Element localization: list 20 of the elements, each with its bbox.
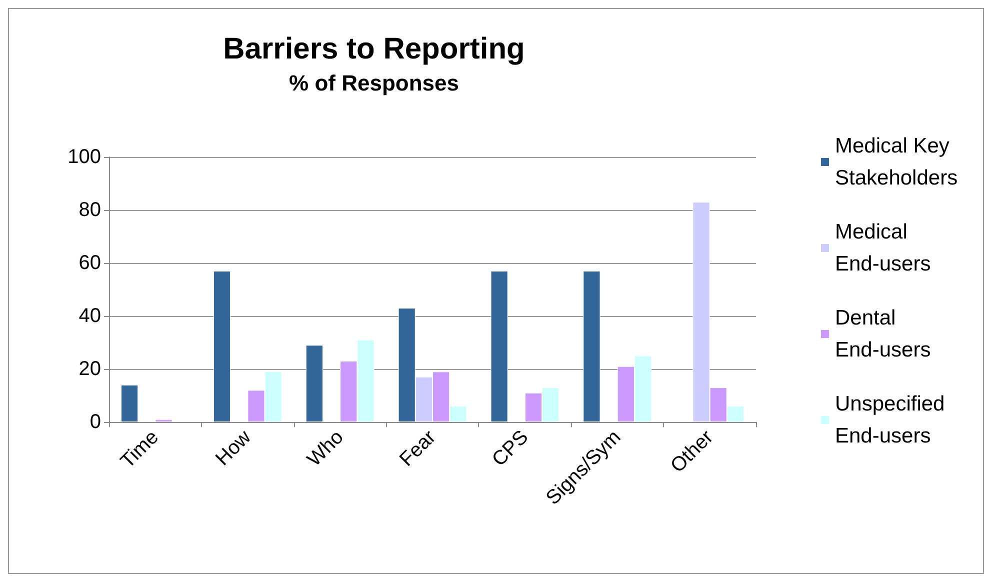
y-tick-label: 60 (78, 252, 101, 274)
chart-subtitle: % of Responses (289, 70, 459, 96)
x-tick-label: Who (303, 426, 348, 471)
x-tick-label: Time (116, 426, 163, 473)
bar (213, 270, 231, 422)
bar (490, 270, 508, 422)
legend-label: Medical Key Stakeholders (835, 134, 958, 190)
y-tick-label: 80 (78, 199, 101, 221)
chart-title: Barriers to Reporting (223, 32, 525, 66)
y-tick-label: 100 (68, 146, 101, 168)
legend-label: Unspecified End-users (835, 392, 951, 448)
bar (155, 419, 172, 422)
bar (583, 270, 600, 422)
y-tick-label: 0 (90, 411, 101, 433)
bar (121, 384, 138, 422)
y-tick-label: 40 (78, 305, 101, 327)
legend-label: Medical End-users (835, 220, 931, 276)
bar (306, 345, 323, 422)
y-tick-label: 20 (78, 358, 101, 380)
legend-label: Dental End-users (835, 306, 931, 362)
